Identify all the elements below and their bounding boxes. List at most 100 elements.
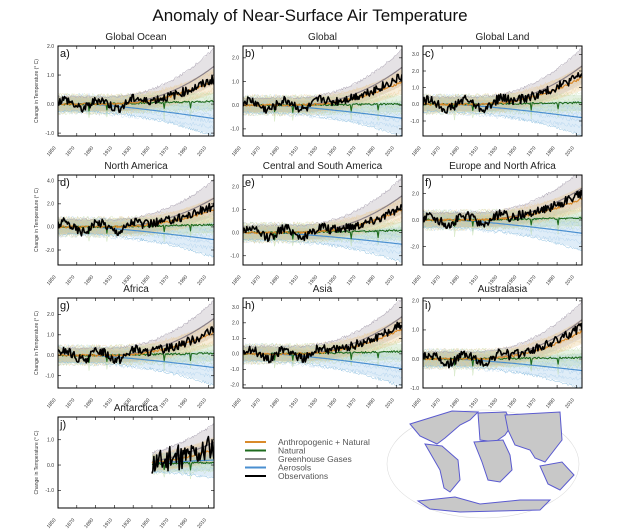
natural-member: [243, 352, 402, 365]
x-tick-label: 1990: [177, 397, 189, 410]
y-tick-label: 0.0: [232, 103, 239, 109]
observations: [151, 435, 214, 474]
panel-asia: 1850 1870 1890 1910 1930 1950 1970 1990 2010 -2.0…: [230, 284, 403, 410]
y-tick-label: 1.0: [47, 333, 54, 339]
y-tick-label: 1.0: [232, 207, 239, 213]
x-tick-label: 1870: [65, 397, 77, 410]
panel-label: c): [425, 48, 434, 60]
x-tick-label: 1850: [411, 397, 423, 410]
aerosols-lower: [243, 110, 402, 136]
anthro-natural-mean: [423, 330, 582, 361]
x-tick-label: 1970: [346, 397, 358, 410]
panel-label: j): [59, 419, 66, 431]
x-tick-label: 1850: [231, 145, 243, 158]
panel-title: Global Land: [476, 32, 530, 43]
map-region-australasia: [539, 461, 575, 491]
x-tick-label: 1850: [411, 145, 423, 158]
anthro-member: [423, 326, 582, 359]
panel-africa: 1850 1870 1890 1910 1930 1950 1970 1990 2010 -1.0…: [34, 284, 215, 410]
x-tick-label: 2010: [196, 274, 208, 287]
panel-australasia: 1850 1870 1890 1910 1930 1950 1970 1990 2010 -1.0…: [410, 284, 583, 410]
region-map: [386, 409, 580, 519]
ghg-upper: [243, 299, 402, 349]
x-tick-label: 1890: [449, 274, 461, 287]
panel-label: i): [425, 300, 431, 312]
x-tick-label: 1870: [65, 517, 77, 530]
axes-frame: [242, 45, 403, 137]
anthro-member: [58, 334, 214, 361]
aerosols-lower: [58, 109, 213, 136]
observations: [243, 204, 402, 243]
plot-area: [243, 176, 402, 263]
x-tick-label: 1890: [83, 397, 95, 410]
anthro-member: [58, 88, 214, 115]
x-tick-label: 1930: [487, 145, 499, 158]
plot-area: [58, 299, 214, 386]
y-tick-label: 3.0: [412, 52, 419, 58]
x-tick-label: 1990: [545, 397, 557, 410]
y-tick-label: -1.0: [45, 374, 54, 380]
y-axis-label: Change in Temperature (° C): [34, 430, 40, 494]
aerosols-member: [151, 467, 214, 474]
panel-global-land: 1850 1870 1890 1910 1930 1950 1970 1990 2010 -1.0…: [410, 32, 583, 158]
x-tick-label: 1870: [430, 274, 442, 287]
y-tick-label: -1.0: [410, 119, 419, 125]
x-tick-label: 1950: [507, 145, 519, 158]
aerosols-lower: [423, 109, 582, 136]
panel-europe-and-north-africa: 1850 1870 1890 1910 1930 1950 1970 1990 2010 -2.0…: [410, 161, 583, 287]
x-tick-label: 2010: [564, 274, 576, 287]
x-tick-label: 1990: [177, 517, 189, 530]
x-tick-label: 1990: [545, 274, 557, 287]
x-tick-label: 1970: [159, 274, 171, 287]
x-tick-label: 1850: [411, 274, 423, 287]
anthro-member: [423, 206, 582, 231]
map-region-north-america: [409, 410, 480, 445]
y-tick-label: -1.0: [45, 131, 54, 137]
y-tick-label: 1.0: [232, 79, 239, 85]
ghg-upper: [151, 423, 214, 454]
y-tick-label: 0.0: [47, 353, 54, 359]
anthro-natural-mean: [423, 197, 582, 222]
aerosols-range: [423, 97, 582, 135]
anthro-member: [423, 338, 582, 370]
y-tick-label: 1.0: [47, 438, 54, 444]
panel-title: Australasia: [478, 284, 528, 295]
x-tick-label: 1970: [526, 145, 538, 158]
y-axis-label: Change in Temperature (° C): [34, 311, 40, 375]
ghg-upper: [243, 48, 402, 100]
x-tick-label: 2010: [196, 397, 208, 410]
x-tick-label: 1890: [269, 397, 281, 410]
x-tick-label: 1850: [46, 517, 58, 530]
x-tick-label: 1870: [430, 145, 442, 158]
y-tick-label: 1.0: [412, 85, 419, 91]
x-tick-label: 1890: [449, 145, 461, 158]
y-tick-label: 0.0: [232, 230, 239, 236]
y-axis-label: Change in Temperature (° C): [34, 59, 40, 123]
y-tick-label: 0.0: [47, 102, 54, 108]
x-tick-label: 1950: [507, 274, 519, 287]
plot-area: [243, 298, 402, 387]
natural-member: [423, 207, 582, 218]
panel-label: b): [245, 48, 255, 60]
aerosols-member: [243, 94, 402, 111]
y-tick-label: 2.0: [47, 312, 54, 318]
ghg-upper: [58, 48, 214, 99]
y-tick-label: -1.0: [230, 254, 239, 260]
ghg-range: [423, 48, 582, 112]
x-tick-label: 1950: [140, 274, 152, 287]
y-tick-label: 2.0: [412, 299, 419, 305]
panel-global: 1850 1870 1890 1910 1930 1950 1970 1990 2010 -1.0…: [230, 32, 403, 158]
ghg-upper: [423, 175, 576, 215]
x-tick-label: 1890: [83, 517, 95, 530]
x-tick-label: 1910: [102, 274, 114, 287]
observations: [243, 73, 402, 114]
panel-title: Global: [308, 32, 337, 43]
x-tick-label: 1950: [327, 397, 339, 410]
panel-central-and-south-america: 1850 1870 1890 1910 1930 1950 1970 1990 2010 -1.0…: [230, 161, 403, 287]
x-tick-label: 1890: [269, 145, 281, 158]
x-tick-label: 1970: [159, 397, 171, 410]
x-tick-label: 1890: [83, 145, 95, 158]
natural-member: [423, 213, 582, 226]
y-tick-label: 0.0: [412, 102, 419, 108]
